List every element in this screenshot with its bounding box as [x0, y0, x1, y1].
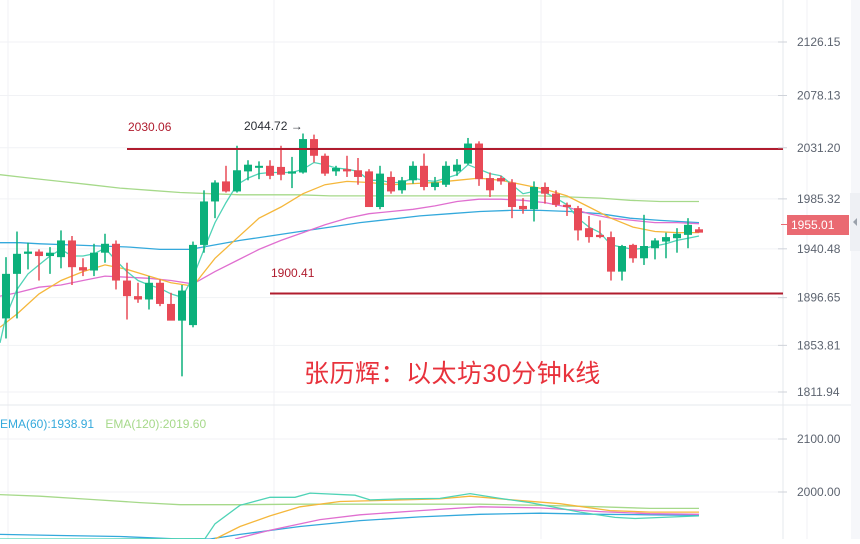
ema-line — [0, 209, 700, 251]
price-tick-label: 1985.32 — [797, 192, 841, 206]
candle — [189, 241, 197, 328]
candle — [343, 155, 351, 177]
candle — [46, 247, 54, 274]
candle — [673, 228, 681, 253]
price-axis[interactable]: 2126.15 2078.13 2031.20 1985.32 1940.48 1896.… — [778, 35, 841, 399]
candle — [288, 156, 296, 189]
candle — [13, 231, 21, 319]
candle — [409, 161, 417, 184]
candle — [486, 172, 494, 197]
candle — [684, 218, 692, 249]
candle — [607, 231, 615, 281]
price-scale-collapse-handle[interactable] — [850, 193, 860, 251]
candle — [321, 153, 329, 176]
candle — [508, 179, 516, 219]
indicator-tick-label: 2000.00 — [797, 485, 841, 499]
price-tick-label: 1811.94 — [797, 385, 840, 399]
indicator-lines — [0, 492, 700, 540]
candle — [497, 175, 505, 185]
candle — [167, 292, 175, 321]
candle — [123, 262, 131, 320]
candle — [519, 198, 527, 214]
price-tick-label: 1896.65 — [797, 291, 841, 305]
candle — [211, 180, 219, 219]
candle — [431, 176, 439, 191]
candle — [365, 169, 373, 208]
candle — [255, 161, 263, 180]
resistance-label: 2030.06 — [128, 120, 172, 134]
price-tick-label: 1853.81 — [797, 338, 841, 352]
price-tick-label: 2126.15 — [797, 35, 841, 49]
legend-ema120: EMA(120):2019.60 — [105, 417, 207, 431]
candle — [464, 137, 472, 165]
candle — [541, 182, 549, 204]
candle — [585, 215, 593, 243]
support-label: 1900.41 — [271, 266, 315, 280]
candle — [629, 243, 637, 263]
candle — [442, 161, 450, 187]
candle — [277, 145, 285, 181]
candle — [90, 243, 98, 277]
candle — [145, 276, 153, 310]
candle — [574, 205, 582, 241]
chart-title-watermark: 张历辉：以太坊30分钟k线 — [304, 360, 601, 388]
candle — [134, 282, 142, 303]
candle — [332, 165, 340, 176]
candles — [2, 133, 703, 377]
candle — [618, 244, 626, 281]
right-scroll-strip[interactable] — [851, 0, 860, 539]
candle — [68, 235, 76, 285]
price-tick-label: 1940.48 — [797, 242, 841, 256]
candle — [79, 258, 87, 277]
current-price-tag: 1955.01 — [781, 215, 849, 235]
high-marker-label: 2044.72 → — [244, 119, 303, 133]
horizontal-levels[interactable] — [127, 148, 783, 295]
candle — [563, 202, 571, 216]
candle — [200, 190, 208, 253]
candle — [475, 141, 483, 186]
candle — [398, 176, 406, 194]
candle — [387, 171, 395, 194]
candle — [233, 145, 241, 193]
price-tick-label: 2031.20 — [797, 141, 841, 155]
candle — [156, 279, 164, 307]
candle — [24, 242, 32, 270]
candle — [420, 153, 428, 191]
candle — [662, 232, 670, 259]
candle — [2, 257, 10, 339]
candle — [695, 227, 703, 233]
candle — [266, 160, 274, 180]
candle — [35, 249, 43, 281]
candle — [530, 181, 538, 222]
indicator-line — [0, 493, 699, 510]
indicator-line — [234, 506, 700, 540]
candle — [640, 214, 648, 265]
candle — [178, 284, 186, 377]
indicator-line — [0, 492, 700, 540]
candle — [112, 240, 120, 290]
candle — [354, 158, 362, 185]
candle — [101, 233, 109, 263]
candle — [57, 230, 65, 269]
candle — [596, 220, 604, 239]
candle — [299, 133, 307, 174]
ema-line — [0, 174, 699, 203]
candle — [453, 159, 461, 176]
candle — [376, 165, 384, 210]
candle — [244, 160, 252, 181]
candle — [651, 238, 659, 260]
indicator-axis[interactable]: 2100.00 2000.00 — [778, 432, 841, 499]
indicator-tick-label: 2100.00 — [797, 432, 841, 446]
price-tick-label: 2078.13 — [797, 88, 841, 102]
indicator-line — [0, 512, 700, 540]
indicator-legend: EMA(60):1938.91 EMA(120):2019.60 — [0, 417, 214, 431]
legend-ema60: EMA(60):1938.91 — [0, 417, 95, 431]
candle — [552, 190, 560, 208]
candle — [222, 165, 230, 193]
